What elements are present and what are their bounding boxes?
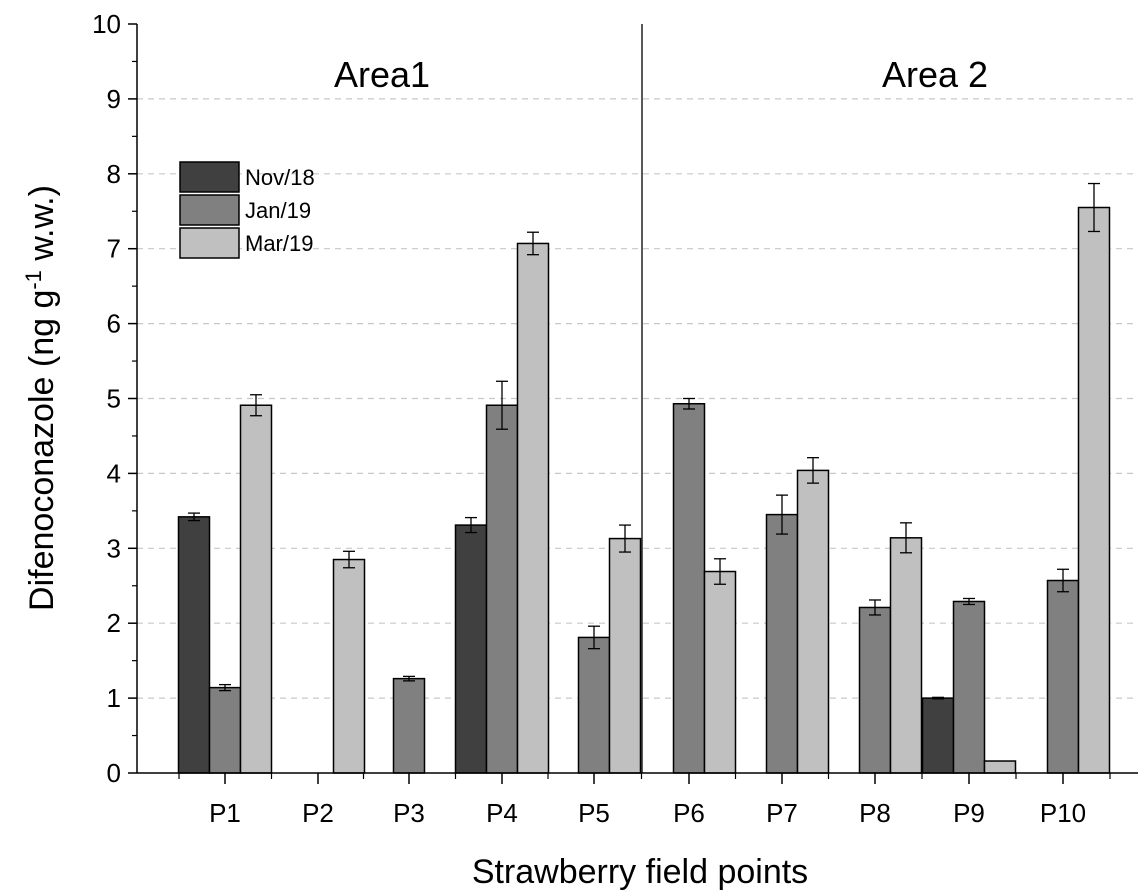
x-tick-label-p2: P2 <box>302 798 334 828</box>
error-bar-p4-mar19 <box>527 231 539 256</box>
legend-label-nov18: Nov/18 <box>245 165 315 190</box>
bar-p4-nov18 <box>454 524 488 774</box>
x-axis-title: Strawberry field points <box>472 853 808 891</box>
y-tick-label-6: 6 <box>107 309 121 339</box>
bar-p9-jan19 <box>952 600 986 774</box>
legend-swatch-mar19 <box>179 227 240 259</box>
x-tick-label-p1: P1 <box>209 798 241 828</box>
error-bar-p9-nov18 <box>932 696 944 700</box>
bar-p5-jan19 <box>577 636 611 774</box>
area1-label: Area1 <box>334 54 430 95</box>
x-tick-label-p9: P9 <box>953 798 985 828</box>
bar-p5-mar19 <box>608 537 642 774</box>
legend-swatch-nov18 <box>179 161 240 193</box>
error-bar-p1-jan19 <box>219 683 231 692</box>
y-tick-label-0: 0 <box>107 758 121 788</box>
bar-p9-nov18 <box>921 697 955 774</box>
bar-p1-jan19 <box>208 686 242 774</box>
bar-p8-jan19 <box>858 606 892 774</box>
bars <box>177 206 1111 774</box>
y-axis-title-main: Difenoconazole (ng g <box>23 290 61 611</box>
bar-p1-nov18 <box>177 516 211 774</box>
y-tick-label-7: 7 <box>107 234 121 264</box>
bar-p9-mar19 <box>983 760 1017 774</box>
tick-labels: 0 1 2 3 4 5 6 7 8 9 10 P1 P2 P3 P4 P5 P6 P7 P8 P9 P10 <box>92 9 1086 828</box>
legend-swatch-jan19 <box>179 194 240 226</box>
error-bar-p4-nov18 <box>465 516 477 534</box>
x-tick-label-p7: P7 <box>766 798 798 828</box>
legend-label-mar19: Mar/19 <box>245 231 313 256</box>
error-bar-p8-jan19 <box>869 599 881 616</box>
axes <box>128 23 1138 784</box>
bar-p10-mar19 <box>1077 206 1111 774</box>
y-axis-title: Difenoconazole (ng g-1 w.w.) <box>21 185 62 611</box>
x-tick-label-p8: P8 <box>859 798 891 828</box>
error-bar-p4-jan19 <box>496 380 508 430</box>
legend-label-jan19: Jan/19 <box>245 198 311 223</box>
y-axis-title-tail: w.w.) <box>23 185 61 270</box>
y-tick-label-1: 1 <box>107 683 121 713</box>
y-tick-label-2: 2 <box>107 608 121 638</box>
bar-p6-jan19 <box>672 402 706 774</box>
error-bar-p6-jan19 <box>683 397 695 410</box>
error-bars <box>188 182 1100 700</box>
area2-label: Area 2 <box>882 54 988 95</box>
y-tick-label-5: 5 <box>107 384 121 414</box>
error-bar-p5-mar19 <box>619 524 631 553</box>
error-bar-p2-mar19 <box>343 550 355 569</box>
x-tick-label-p3: P3 <box>393 798 425 828</box>
bar-p2-mar19 <box>332 558 366 774</box>
error-bar-p8-mar19 <box>900 522 912 554</box>
error-bar-p6-mar19 <box>714 558 726 585</box>
bar-p1-mar19 <box>239 404 273 774</box>
error-bar-p5-jan19 <box>588 625 600 650</box>
bar-p10-jan19 <box>1046 579 1080 774</box>
error-bar-p9-jan19 <box>963 597 975 606</box>
error-bar-p3-jan19 <box>403 675 415 682</box>
x-tick-label-p6: P6 <box>673 798 705 828</box>
legend: Nov/18 Jan/19 Mar/19 <box>179 161 315 259</box>
error-bar-p1-mar19 <box>250 394 262 417</box>
bar-p7-jan19 <box>765 513 799 774</box>
error-bar-p7-mar19 <box>807 457 819 484</box>
bar-p4-jan19 <box>485 404 519 774</box>
x-tick-label-p10: P10 <box>1040 798 1086 828</box>
bar-p8-mar19 <box>889 537 923 774</box>
error-bar-p10-mar19 <box>1088 182 1100 233</box>
bar-p4-mar19 <box>516 242 550 774</box>
y-tick-label-9: 9 <box>107 84 121 114</box>
bar-p6-mar19 <box>703 570 737 774</box>
y-tick-label-3: 3 <box>107 533 121 563</box>
bar-p7-mar19 <box>796 469 830 774</box>
x-tick-label-p5: P5 <box>578 798 610 828</box>
y-tick-label-4: 4 <box>107 458 121 488</box>
error-bar-p1-nov18 <box>188 512 200 522</box>
error-bar-p10-jan19 <box>1057 568 1069 593</box>
x-tick-label-p4: P4 <box>486 798 518 828</box>
y-tick-label-8: 8 <box>107 159 121 189</box>
bar-p3-jan19 <box>392 677 426 774</box>
error-bar-p7-jan19 <box>776 494 788 535</box>
y-tick-label-10: 10 <box>92 9 121 39</box>
y-axis-title-sup: -1 <box>21 270 46 290</box>
